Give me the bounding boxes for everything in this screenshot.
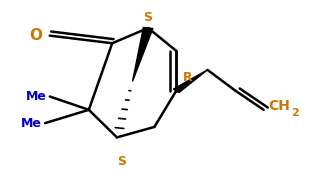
Polygon shape — [173, 70, 208, 92]
Text: S: S — [117, 156, 126, 168]
Text: CH: CH — [268, 99, 290, 113]
Text: Me: Me — [21, 117, 42, 130]
Text: R: R — [182, 71, 192, 84]
Text: Me: Me — [26, 90, 47, 103]
Polygon shape — [133, 28, 153, 81]
Text: 2: 2 — [291, 108, 299, 118]
Text: O: O — [29, 28, 42, 43]
Text: S: S — [143, 11, 152, 24]
